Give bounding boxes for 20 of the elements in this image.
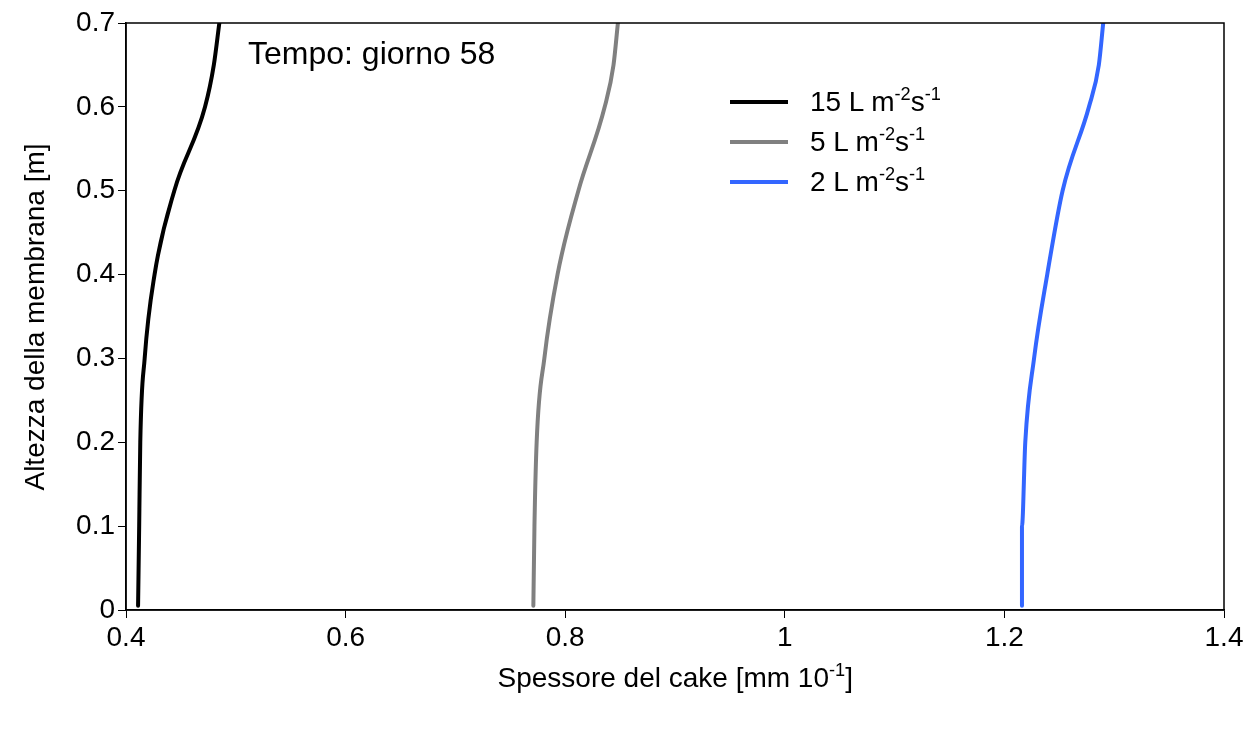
y-axis-title: Altezza della membrana [m] [18,142,51,491]
x-tick-label: 0.6 [326,620,366,652]
line-series [531,23,620,608]
legend-label: 2 L m$^{-2}$s$^{-1}$ [809,163,926,198]
x-tick-label: 1.4 [1204,620,1244,652]
y-tick-label: 0.1 [76,508,115,540]
y-tick-label: 0.7 [76,5,115,37]
x-tick-label: 0.8 [545,620,585,652]
x-axis-title: Spessore del cake [mm 10$^{-1}$] [497,660,853,694]
y-tick-label: 0.4 [76,257,115,289]
annotation: Tempo: giorno 58 [248,34,496,71]
y-tick-label: 0.3 [76,341,115,373]
legend-label: 5 L m$^{-2}$s$^{-1}$ [809,123,926,158]
legend-label: 15 L m$^{-2}$s$^{-1}$ [809,83,941,118]
line-series [1019,23,1106,608]
y-tick-label: 0.6 [76,89,115,121]
y-tick-label: 0.2 [76,425,115,456]
x-tick-label: 1.2 [984,620,1024,652]
x-tick-label: 1 [777,620,793,652]
y-tick-label: 0.5 [76,173,115,205]
